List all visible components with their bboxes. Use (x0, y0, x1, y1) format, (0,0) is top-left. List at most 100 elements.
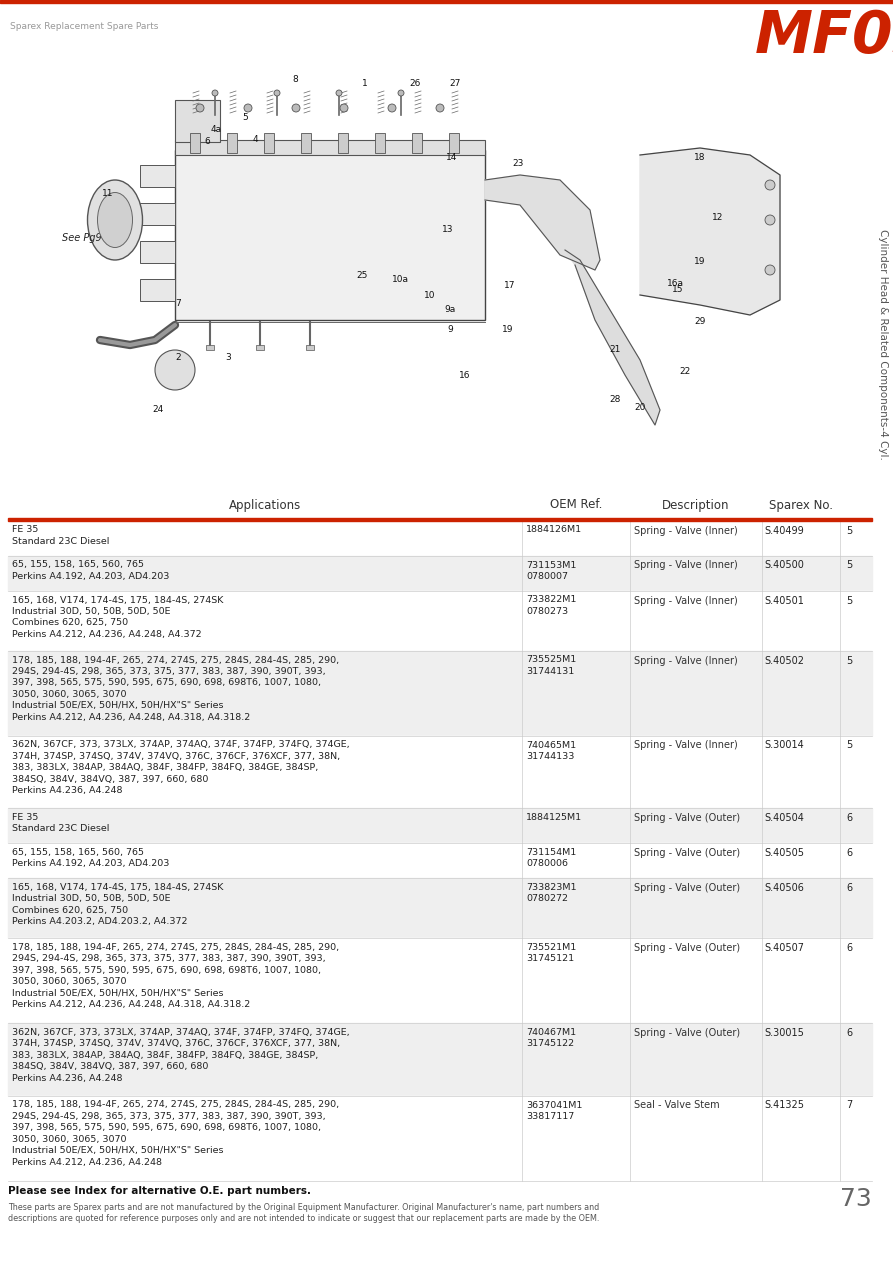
Circle shape (196, 104, 204, 112)
Text: S.40505: S.40505 (764, 847, 804, 858)
Text: 4a: 4a (211, 125, 221, 134)
Text: 178, 185, 188, 194-4F, 265, 274, 274S, 275, 284S, 284-4S, 285, 290,
294S, 294-4S: 178, 185, 188, 194-4F, 265, 274, 274S, 2… (12, 1100, 339, 1167)
Text: 15: 15 (672, 285, 684, 294)
Text: 2: 2 (175, 354, 180, 362)
Text: 73: 73 (840, 1186, 872, 1210)
Bar (449, 133, 459, 153)
Text: 1884126M1: 1884126M1 (526, 525, 582, 534)
Bar (140, 203, 175, 225)
Polygon shape (485, 176, 600, 270)
Text: 5: 5 (846, 595, 852, 605)
Bar (206, 345, 214, 350)
Text: FE 35
Standard 23C Diesel: FE 35 Standard 23C Diesel (12, 525, 109, 546)
Text: 362N, 367CF, 373, 373LX, 374AP, 374AQ, 374F, 374FP, 374FQ, 374GE,
374H, 374SP, 3: 362N, 367CF, 373, 373LX, 374AP, 374AQ, 3… (12, 1028, 350, 1082)
Text: 6: 6 (846, 847, 852, 858)
Bar (0, 30, 870, 480)
Text: S.40501: S.40501 (764, 595, 804, 605)
Text: Seal - Valve Stem: Seal - Valve Stem (634, 1100, 720, 1110)
Text: S.30014: S.30014 (764, 740, 804, 750)
Bar (8, 493, 872, 518)
Text: 26: 26 (409, 78, 421, 87)
Text: Spring - Valve (Inner): Spring - Valve (Inner) (634, 595, 738, 605)
Text: 731153M1
0780007: 731153M1 0780007 (526, 561, 576, 581)
Circle shape (274, 90, 280, 96)
Text: Spring - Valve (Outer): Spring - Valve (Outer) (634, 847, 740, 858)
Text: MF03: MF03 (755, 8, 893, 64)
Text: 733823M1
0780272: 733823M1 0780272 (526, 883, 577, 903)
Text: Spring - Valve (Outer): Spring - Valve (Outer) (634, 813, 740, 823)
Bar (412, 133, 422, 153)
Text: 65, 155, 158, 165, 560, 765
Perkins A4.192, A4.203, AD4.203: 65, 155, 158, 165, 560, 765 Perkins A4.1… (12, 561, 170, 581)
Circle shape (244, 104, 252, 112)
Text: S.40507: S.40507 (764, 943, 804, 954)
Bar (8, 878, 872, 938)
Text: 178, 185, 188, 194-4F, 265, 274, 274S, 275, 284S, 284-4S, 285, 290,
294S, 294-4S: 178, 185, 188, 194-4F, 265, 274, 274S, 2… (12, 943, 339, 1009)
Text: 11: 11 (103, 188, 113, 197)
Text: 8: 8 (292, 76, 298, 85)
Bar (140, 241, 175, 263)
Text: 6: 6 (846, 813, 852, 823)
Bar (140, 165, 175, 187)
Text: Spring - Valve (Outer): Spring - Valve (Outer) (634, 883, 740, 893)
Bar (175, 100, 220, 141)
Bar (8, 808, 872, 842)
Text: Spring - Valve (Inner): Spring - Valve (Inner) (634, 525, 738, 536)
Text: 1884125M1: 1884125M1 (526, 813, 582, 822)
Text: Spring - Valve (Inner): Spring - Valve (Inner) (634, 561, 738, 571)
Text: S.40506: S.40506 (764, 883, 804, 893)
Circle shape (436, 104, 444, 112)
Circle shape (340, 104, 348, 112)
Bar (338, 133, 348, 153)
Ellipse shape (88, 181, 143, 260)
Bar (8, 1023, 872, 1095)
Bar (256, 345, 264, 350)
Circle shape (765, 181, 775, 189)
Text: 23: 23 (513, 158, 523, 168)
Bar (8, 938, 872, 1023)
Text: 10: 10 (424, 290, 436, 299)
Text: 733822M1
0780273: 733822M1 0780273 (526, 595, 576, 616)
Text: 22: 22 (680, 368, 690, 376)
Text: 17: 17 (505, 280, 516, 289)
Bar (0, 0, 893, 3)
Bar (140, 279, 175, 301)
Text: 14: 14 (446, 154, 458, 163)
Text: 731154M1
0780006: 731154M1 0780006 (526, 847, 576, 869)
Bar (8, 518, 872, 520)
Bar (264, 133, 274, 153)
Text: FE 35
Standard 23C Diesel: FE 35 Standard 23C Diesel (12, 813, 109, 834)
Text: 10a: 10a (391, 275, 408, 284)
Circle shape (765, 215, 775, 225)
Circle shape (398, 90, 404, 96)
Text: 20: 20 (634, 403, 646, 413)
Text: OEM Ref.: OEM Ref. (550, 499, 602, 512)
Text: S.40499: S.40499 (764, 525, 804, 536)
Text: S.40504: S.40504 (764, 813, 804, 823)
Circle shape (388, 104, 396, 112)
Text: 165, 168, V174, 174-4S, 175, 184-4S, 274SK
Industrial 30D, 50, 50B, 50D, 50E
Com: 165, 168, V174, 174-4S, 175, 184-4S, 274… (12, 883, 223, 926)
Text: 6: 6 (846, 1028, 852, 1038)
Text: 735521M1
31745121: 735521M1 31745121 (526, 943, 576, 964)
Text: 5: 5 (846, 655, 852, 666)
Text: These parts are Sparex parts and are not manufactured by the Original Equipment : These parts are Sparex parts and are not… (8, 1202, 599, 1224)
Text: Please see Index for alternative O.E. part numbers.: Please see Index for alternative O.E. pa… (8, 1186, 311, 1196)
Text: 3: 3 (225, 354, 231, 362)
Text: S.30015: S.30015 (764, 1028, 804, 1038)
Text: S.40500: S.40500 (764, 561, 804, 571)
Text: 65, 155, 158, 165, 560, 765
Perkins A4.192, A4.203, AD4.203: 65, 155, 158, 165, 560, 765 Perkins A4.1… (12, 847, 170, 869)
Bar (175, 140, 485, 155)
Bar (306, 345, 314, 350)
Text: Description: Description (663, 499, 730, 512)
Text: S.41325: S.41325 (764, 1100, 804, 1110)
Ellipse shape (155, 350, 195, 390)
Text: 5: 5 (846, 740, 852, 750)
Text: 5: 5 (846, 525, 852, 536)
Text: 178, 185, 188, 194-4F, 265, 274, 274S, 275, 284S, 284-4S, 285, 290,
294S, 294-4S: 178, 185, 188, 194-4F, 265, 274, 274S, 2… (12, 655, 339, 721)
Bar (227, 133, 237, 153)
Text: 6: 6 (846, 883, 852, 893)
Text: 29: 29 (695, 317, 705, 327)
Circle shape (212, 90, 218, 96)
Circle shape (336, 90, 342, 96)
Text: 18: 18 (694, 153, 705, 162)
Bar (8, 520, 872, 556)
